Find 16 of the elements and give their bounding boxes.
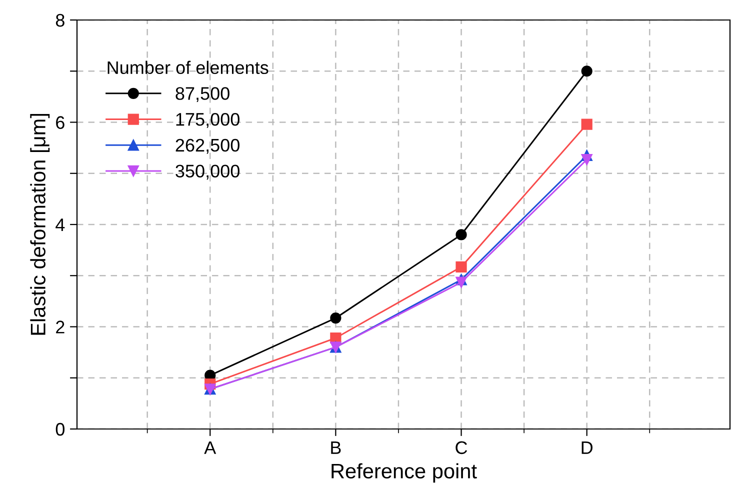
y-tick-label: 0	[56, 422, 64, 436]
x-tick-label: D	[582, 441, 592, 454]
y-tick-label: 4	[56, 218, 65, 232]
legend-label: 175,000	[176, 112, 240, 128]
x-tick-label: A	[204, 441, 216, 454]
x-tick-label: B	[331, 441, 341, 454]
y-axis-title: Elastic deformation [μm]	[30, 114, 50, 335]
legend-label: 350,000	[176, 164, 240, 180]
y-tick-label: 2	[56, 320, 64, 334]
y-tick-label: 8	[56, 14, 64, 27]
legend-title: Number of elements	[108, 60, 268, 74]
x-axis-title: Reference point	[332, 463, 477, 483]
legend-label: 262,500	[176, 138, 240, 154]
y-tick-label: 6	[56, 116, 64, 129]
x-tick-label: C	[456, 441, 468, 454]
legend-label: 87,500	[176, 87, 230, 102]
